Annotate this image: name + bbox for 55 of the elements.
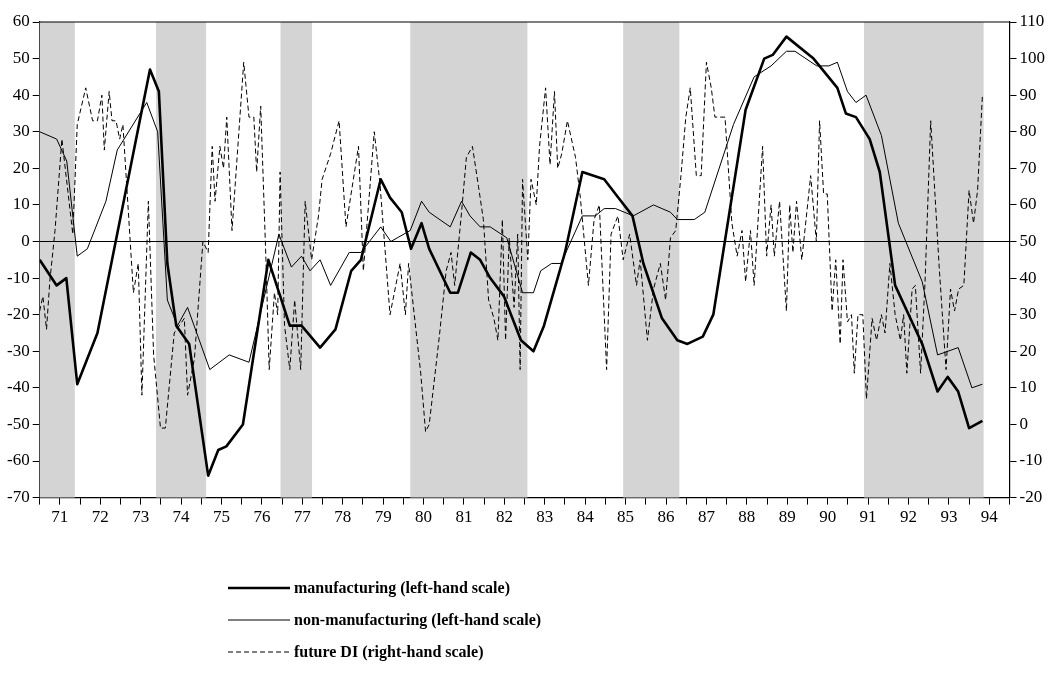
x-tick-label: 74 (172, 507, 191, 527)
y-tick-label: -50 (6, 413, 30, 433)
x-tick-label: 73 (132, 507, 150, 527)
x-tick-label: 72 (91, 507, 109, 527)
y-tick-label: 10 (12, 194, 30, 214)
x-tick-label: 79 (374, 507, 392, 527)
y2-tick-label: 100 (1019, 48, 1045, 68)
y2-tick-label: 10 (1019, 377, 1037, 397)
y-tick-label: 60 (12, 11, 30, 31)
y2-tick-label: 40 (1019, 267, 1037, 287)
y-tick-label: 30 (12, 121, 30, 141)
y2-tick-label: 110 (1019, 11, 1045, 31)
y2-tick-label: 20 (1019, 340, 1037, 360)
y-tick-label: 50 (12, 48, 30, 68)
x-tick-label: 93 (940, 507, 958, 527)
y2-tick-label: 70 (1019, 157, 1037, 177)
x-tick-label: 91 (859, 507, 877, 527)
x-tick-label: 71 (51, 507, 69, 527)
y-tick-label: 40 (12, 84, 30, 104)
x-tick-label: 90 (819, 507, 837, 527)
y-tick-label: -40 (6, 377, 30, 397)
y-tick-label: 20 (12, 157, 30, 177)
y2-tick-label: -10 (1019, 450, 1043, 470)
x-tick-label: 92 (899, 507, 917, 527)
legend-label: manufacturing (left-hand scale) (294, 579, 510, 597)
x-tick-label: 77 (293, 507, 312, 527)
y-tick-label: 0 (21, 230, 30, 250)
y-tick-label: -20 (6, 304, 30, 324)
y-tick-label: -30 (6, 340, 30, 360)
x-tick-label: 81 (455, 507, 473, 527)
y2-tick-label: 80 (1019, 121, 1037, 141)
x-tick-label: 89 (778, 507, 796, 527)
y-tick-label: -60 (6, 450, 30, 470)
x-tick-label: 78 (334, 507, 352, 527)
x-tick-label: 87 (697, 507, 716, 527)
y-tick-label: -10 (6, 267, 30, 287)
y2-tick-label: 60 (1019, 194, 1037, 214)
x-tick-label: 75 (213, 507, 231, 527)
x-tick-label: 85 (617, 507, 635, 527)
legend-label: non-manufacturing (left-hand scale) (294, 611, 542, 629)
legend-label: future DI (right-hand scale) (294, 643, 484, 661)
x-tick-label: 88 (738, 507, 756, 527)
y2-tick-label: 30 (1019, 304, 1037, 324)
x-tick-label: 83 (536, 507, 554, 527)
x-tick-label: 82 (495, 507, 513, 527)
x-tick-label: 80 (415, 507, 433, 527)
x-tick-label: 84 (576, 507, 595, 527)
x-tick-label: 94 (980, 507, 999, 527)
y2-tick-label: -20 (1019, 487, 1043, 507)
x-tick-label: 86 (657, 507, 675, 527)
y2-tick-label: 90 (1019, 84, 1037, 104)
y2-tick-label: 50 (1019, 230, 1037, 250)
y2-tick-label: 0 (1019, 413, 1028, 433)
x-tick-label: 76 (253, 507, 271, 527)
y-tick-label: -70 (6, 487, 30, 507)
